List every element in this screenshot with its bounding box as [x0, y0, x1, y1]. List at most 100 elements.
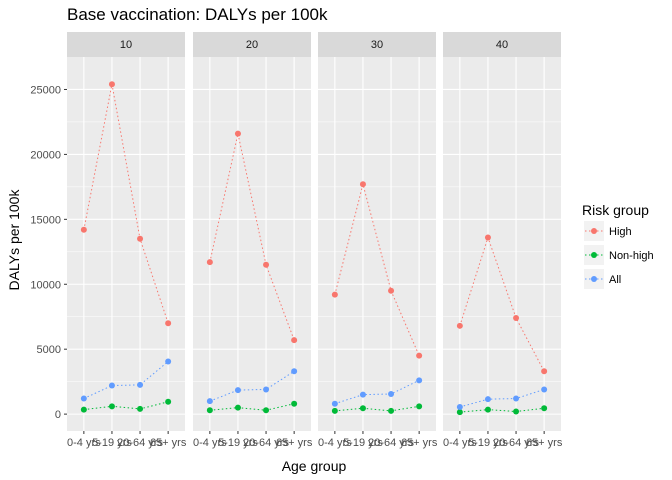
data-point-non-high — [416, 403, 423, 410]
y-axis-title: DALYs per 100k — [6, 189, 22, 291]
x-tick-label: 0-4 yrs — [443, 437, 477, 449]
data-point-high — [541, 368, 548, 375]
data-point-non-high — [331, 407, 338, 414]
x-tick-label: 65+ yrs — [526, 437, 563, 449]
panel-background — [67, 57, 185, 431]
data-point-all — [206, 398, 213, 405]
data-point-high — [456, 322, 463, 329]
legend-label: All — [609, 274, 621, 286]
facet-strip-label: 30 — [371, 39, 383, 51]
y-tick-label: 20000 — [30, 149, 61, 161]
legend-label: Non-high — [609, 250, 654, 262]
data-point-all — [234, 387, 241, 394]
x-tick-label: 0-4 yrs — [318, 437, 352, 449]
data-point-non-high — [263, 407, 270, 414]
facet-strip-label: 40 — [496, 39, 508, 51]
x-tick-label: 0-4 yrs — [193, 437, 227, 449]
data-point-non-high — [291, 400, 298, 407]
x-tick-label: 65+ yrs — [150, 437, 187, 449]
data-point-all — [291, 368, 298, 375]
data-point-all — [137, 381, 144, 388]
series-line-all — [334, 379, 420, 405]
series-line-high — [334, 182, 420, 356]
y-tick-label: 5000 — [37, 344, 61, 356]
data-point-all — [165, 358, 172, 365]
data-point-all — [359, 391, 366, 398]
data-point-high — [291, 337, 298, 344]
x-tick-label: 20-64 yrs — [117, 437, 163, 449]
data-point-all — [416, 377, 423, 384]
panel-background — [318, 57, 436, 431]
data-point-all — [388, 390, 395, 397]
data-point-all — [108, 382, 115, 389]
data-point-high — [484, 234, 491, 241]
chart-title: Base vaccination: DALYs per 100k — [67, 5, 328, 24]
data-point-high — [388, 287, 395, 294]
facet-strip — [318, 32, 436, 57]
x-axis-title: Age group — [282, 458, 347, 474]
facet-strip — [193, 32, 311, 57]
y-tick-label: 15000 — [30, 214, 61, 226]
data-point-non-high — [541, 405, 548, 412]
x-tick-label: 65+ yrs — [401, 437, 438, 449]
data-point-high — [359, 181, 366, 188]
x-tick-label: 5-19 yrs — [343, 437, 383, 449]
facet-strip-label: 20 — [246, 39, 258, 51]
data-point-non-high — [234, 404, 241, 411]
y-axis: 0 5000 10000 15000 20000 25000 — [30, 84, 67, 421]
data-point-non-high — [388, 407, 395, 414]
legend: Risk group High Non-high All — [582, 202, 654, 289]
data-point-all — [541, 386, 548, 393]
x-tick-label: 5-19 yrs — [92, 437, 132, 449]
legend-item-all: All — [584, 269, 621, 289]
data-point-high — [137, 235, 144, 242]
x-tick-label: 5-19 yrs — [218, 437, 258, 449]
data-point-high — [108, 81, 115, 88]
series-line-all — [209, 370, 295, 402]
data-point-non-high — [108, 403, 115, 410]
data-point-all — [80, 395, 87, 402]
legend-title: Risk group — [582, 202, 649, 218]
legend-label: High — [609, 226, 632, 238]
x-tick-label: 0-4 yrs — [67, 437, 101, 449]
legend-key-point — [591, 276, 597, 282]
data-point-all — [484, 396, 491, 403]
data-point-all — [263, 386, 270, 393]
data-point-non-high — [484, 406, 491, 413]
data-point-all — [513, 395, 520, 402]
facet-strip — [67, 32, 185, 57]
facet-strip-label: 10 — [120, 39, 132, 51]
data-point-non-high — [456, 409, 463, 416]
x-tick-label: 65+ yrs — [276, 437, 313, 449]
y-tick-label: 0 — [55, 409, 61, 421]
x-tick-label: 5-19 yrs — [468, 437, 508, 449]
data-point-high — [513, 315, 520, 322]
series-line-all — [83, 361, 169, 399]
y-tick-label: 10000 — [30, 279, 61, 291]
x-tick-label: 20-64 yrs — [243, 437, 289, 449]
data-point-high — [263, 261, 270, 268]
legend-key-point — [591, 228, 597, 234]
data-point-high — [80, 226, 87, 233]
data-point-high — [234, 130, 241, 137]
legend-item-non-high: Non-high — [584, 245, 654, 265]
data-point-non-high — [359, 405, 366, 412]
data-point-high — [206, 259, 213, 266]
data-point-non-high — [80, 406, 87, 413]
x-tick-label: 20-64 yrs — [493, 437, 539, 449]
data-point-non-high — [206, 407, 213, 414]
data-point-non-high — [165, 398, 172, 405]
data-point-high — [331, 291, 338, 298]
data-point-all — [456, 403, 463, 410]
data-point-all — [331, 400, 338, 407]
facet-strip — [443, 32, 561, 57]
data-point-high — [165, 320, 172, 327]
legend-key-point — [591, 252, 597, 258]
series-line-all — [459, 388, 545, 408]
